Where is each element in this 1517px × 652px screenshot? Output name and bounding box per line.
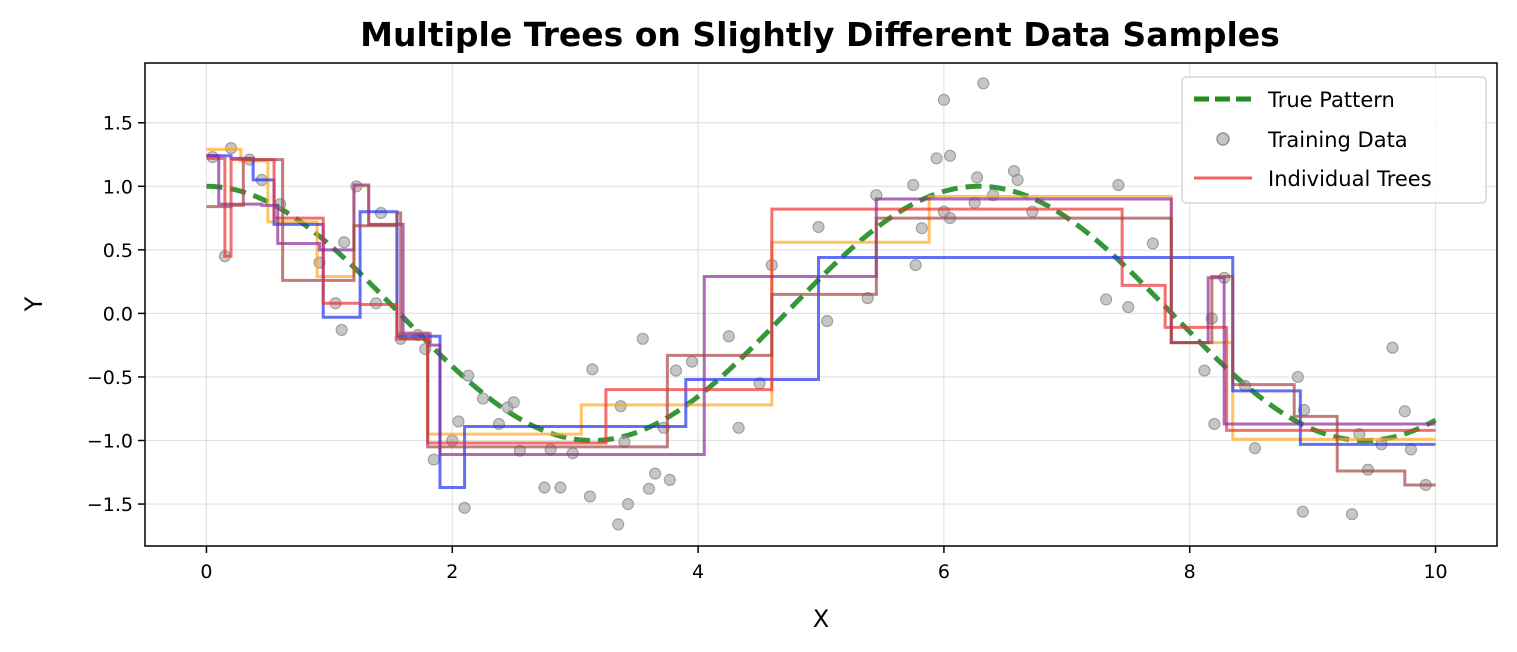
training-data-point [476, 392, 490, 405]
x-axis-ticks: 0 2 4 6 8 10 [200, 546, 1448, 583]
legend-label-individual-trees: Individual Trees [1268, 167, 1432, 191]
x-axis-label: X [813, 605, 829, 633]
x-tick-label: 8 [1184, 561, 1196, 583]
training-data-point [943, 149, 957, 162]
training-data-point [583, 490, 597, 503]
training-data-point [621, 497, 635, 511]
training-data-point [821, 314, 834, 328]
training-data-point [977, 77, 990, 90]
trees-layer [206, 147, 1436, 490]
training-data-point [1208, 417, 1221, 431]
legend: True Pattern Training Data Individual Tr… [1181, 76, 1487, 204]
training-data-point [1291, 370, 1304, 384]
training-data-point [685, 355, 699, 368]
training-data-point [1122, 300, 1135, 314]
x-tick-label: 10 [1423, 561, 1447, 583]
training-data-point [1100, 293, 1113, 306]
y-tick-label: −1.0 [87, 431, 133, 453]
plot-frame [144, 62, 1498, 547]
legend-box [1181, 76, 1487, 204]
training-data-point [507, 396, 520, 409]
training-data-point [612, 518, 625, 531]
y-tick-label: −0.5 [87, 367, 133, 389]
chart-title: Multiple Trees on Slightly Different Dat… [360, 15, 1280, 54]
legend-label-true-pattern: True Pattern [1267, 88, 1395, 112]
training-data-point [648, 467, 662, 480]
training-data-point [930, 152, 943, 165]
training-data-point [1198, 364, 1211, 377]
training-data-point [907, 178, 920, 192]
training-data-point [642, 482, 656, 495]
legend-swatch-training-data [1216, 132, 1230, 146]
training-data-point [915, 222, 928, 235]
x-tick-label: 0 [200, 561, 212, 583]
x-tick-label: 2 [446, 561, 458, 583]
training-data-point [462, 369, 475, 382]
training-data-point [636, 332, 649, 345]
training-data-point [538, 481, 551, 494]
true-pattern-line [206, 183, 1437, 444]
y-axis-label: Y [20, 296, 48, 312]
training-data-point [937, 93, 951, 106]
y-axis-ticks: −1.5 −1.0 −0.5 0.0 0.5 1.0 1.5 [87, 113, 145, 516]
legend-label-training-data: Training Data [1267, 128, 1408, 152]
x-tick-label: 6 [938, 561, 950, 583]
training-data-point [1386, 341, 1399, 354]
training-data-point [970, 171, 984, 184]
training-data-point [554, 481, 567, 494]
training-data-point [1146, 237, 1159, 250]
training-data-point [1296, 505, 1309, 518]
y-tick-label: −1.5 [87, 494, 133, 516]
y-tick-label: 0.5 [103, 240, 133, 262]
training-data-point [586, 363, 599, 376]
training-data-point [909, 258, 922, 272]
training-data-point [722, 330, 735, 343]
training-data-point [1011, 173, 1024, 187]
training-data-point [669, 364, 683, 377]
training-data-point [732, 421, 745, 434]
y-tick-label: 0.0 [103, 303, 133, 325]
tree-series-line [206, 158, 1436, 487]
training-data-point [1345, 508, 1359, 521]
training-data-point [458, 501, 471, 514]
training-data-point [452, 415, 465, 428]
training-data-point [427, 453, 440, 466]
training-data-point [335, 323, 348, 337]
training-data-point [663, 473, 676, 487]
x-tick-label: 4 [692, 561, 704, 583]
tree-series-line [206, 154, 1436, 490]
training-data-point [812, 220, 825, 234]
training-data-point [1398, 405, 1411, 418]
true-pattern-layer [206, 183, 1437, 444]
y-tick-label: 1.0 [103, 176, 133, 198]
y-tick-label: 1.5 [103, 113, 133, 135]
training-data-point [1248, 442, 1261, 455]
training-data-point [338, 236, 351, 249]
training-data-point [1112, 178, 1125, 192]
